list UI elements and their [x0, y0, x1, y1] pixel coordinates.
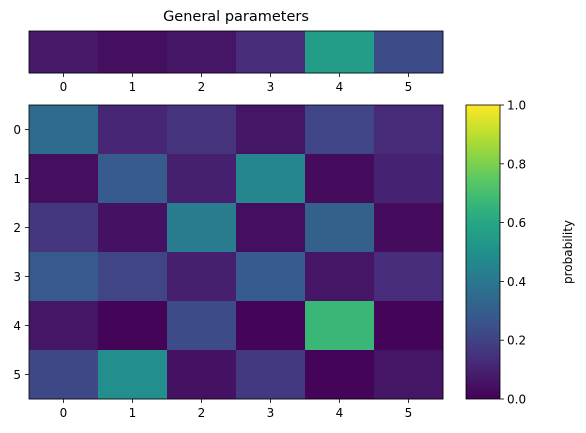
general-parameters-heatmap: 0 1 2 3 4 5 General parameters [28, 9, 444, 94]
heatmap-cell-r3-c3 [236, 252, 306, 302]
heatmap-cell-r5-c2 [167, 350, 237, 400]
x-tick-label: 2 [198, 406, 206, 420]
colorbar-label: probability [561, 220, 575, 284]
x-tick-label: 5 [405, 406, 413, 420]
heatmap-cell-r0-c1 [98, 105, 168, 155]
x-tick-label: 3 [267, 80, 275, 94]
x-tick-label: 4 [336, 406, 344, 420]
heatmap-cell-r0-c2 [167, 105, 237, 155]
heatmap-cell-r0-c2 [167, 31, 237, 74]
colorbar-tick-label: 1.0 [507, 99, 526, 113]
heatmap-cell-r0-c5 [374, 31, 444, 74]
heatmap-cell-r0-c1 [98, 31, 168, 74]
y-tick-label: 2 [13, 221, 21, 235]
heatmap-cell-r1-c3 [236, 154, 306, 204]
heatmap-cell-r0-c4 [305, 31, 375, 74]
heatmap-cell-r3-c2 [167, 252, 237, 302]
chart-title: General parameters [163, 9, 309, 25]
y-tick-label: 1 [13, 172, 21, 186]
heatmap-cell-r0-c0 [29, 105, 99, 155]
colorbar-tick-label: 0.4 [507, 275, 526, 289]
heatmap-cell-r1-c5 [374, 154, 444, 204]
heatmap-cell-r2-c2 [167, 203, 237, 253]
heatmap-cell-r5-c4 [305, 350, 375, 400]
heatmap-cell-r4-c4 [305, 301, 375, 351]
x-tick-label: 0 [60, 406, 68, 420]
probability-matrix-heatmap: 0 1 2 3 4 5 0 1 2 3 4 5 [13, 104, 444, 420]
heatmap-cell-r4-c2 [167, 301, 237, 351]
x-tick-label: 2 [198, 80, 206, 94]
colorbar-tick-label: 0.8 [507, 157, 526, 171]
colorbar-tick-label: 0.2 [507, 334, 526, 348]
x-tick-label: 5 [405, 80, 413, 94]
heatmap-cell-r1-c2 [167, 154, 237, 204]
heatmap-cell-r3-c4 [305, 252, 375, 302]
heatmap-cell-r5-c5 [374, 350, 444, 400]
heatmap-cell-r0-c4 [305, 105, 375, 155]
heatmap-cell-r2-c0 [29, 203, 99, 253]
heatmap-cell-r2-c3 [236, 203, 306, 253]
heatmap-cell-r5-c1 [98, 350, 168, 400]
x-tick-label: 1 [129, 406, 137, 420]
y-tick-label: 4 [13, 319, 21, 333]
x-tick-label: 3 [267, 406, 275, 420]
heatmap-cell-r1-c0 [29, 154, 99, 204]
heatmap-cell-r3-c0 [29, 252, 99, 302]
heatmap-cell-r1-c4 [305, 154, 375, 204]
heatmap-cell-r2-c5 [374, 203, 444, 253]
heatmap-cell-r4-c1 [98, 301, 168, 351]
heatmap-cell-r5-c3 [236, 350, 306, 400]
heatmap-cell-r0-c5 [374, 105, 444, 155]
y-tick-label: 5 [13, 368, 21, 382]
x-tick-label: 0 [60, 80, 68, 94]
y-tick-label: 0 [13, 123, 21, 137]
probability-colorbar: 0.0 0.2 0.4 0.6 0.8 1.0 probability [465, 99, 575, 407]
axes-frame [28, 30, 444, 74]
heatmap-cell-r4-c5 [374, 301, 444, 351]
x-tick-label: 4 [336, 80, 344, 94]
heatmap-cell-r0-c0 [29, 31, 99, 74]
heatmap-cell-r0-c3 [236, 31, 306, 74]
heatmap-cell-r3-c1 [98, 252, 168, 302]
heatmap-cell-r1-c1 [98, 154, 168, 204]
heatmap-cell-r2-c1 [98, 203, 168, 253]
colorbar-gradient [465, 104, 501, 400]
heatmap-cell-r2-c4 [305, 203, 375, 253]
heatmap-cell-r0-c3 [236, 105, 306, 155]
colorbar-tick-label: 0.0 [507, 393, 526, 407]
x-tick-label: 1 [129, 80, 137, 94]
heatmap-cell-r3-c5 [374, 252, 444, 302]
colorbar-tick-label: 0.6 [507, 216, 526, 230]
heatmap-cell-r4-c0 [29, 301, 99, 351]
heatmap-cell-r5-c0 [29, 350, 99, 400]
heatmap-cell-r4-c3 [236, 301, 306, 351]
y-tick-label: 3 [13, 270, 21, 284]
axes-frame [28, 104, 444, 400]
